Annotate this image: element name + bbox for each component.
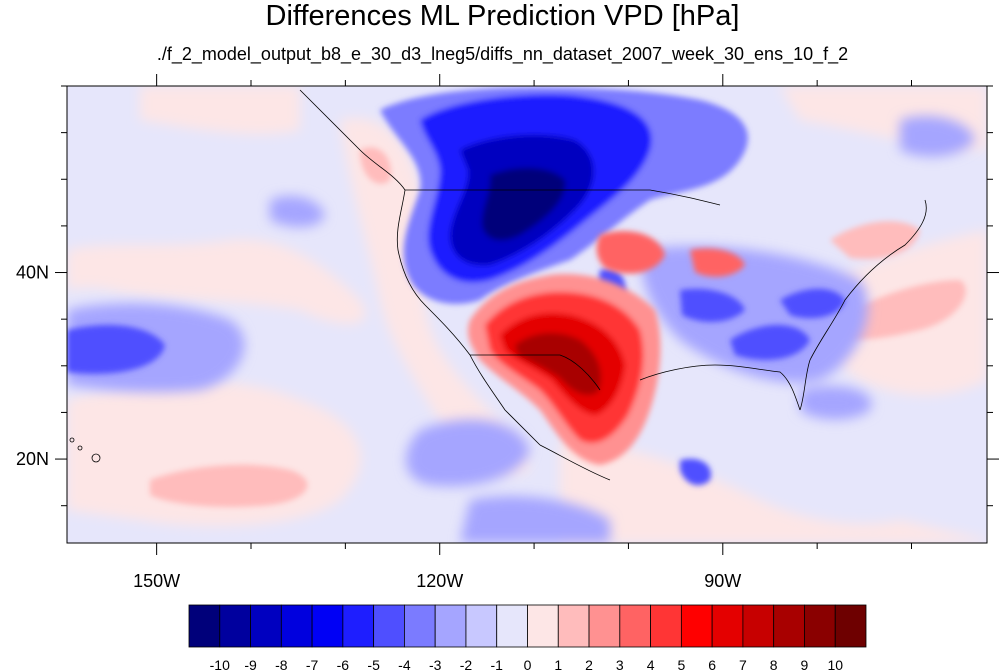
colorbar-label: 1 bbox=[554, 657, 562, 672]
colorbar-swatch bbox=[342, 604, 375, 648]
colorbar-label: -9 bbox=[244, 657, 257, 672]
colorbar-label: -4 bbox=[398, 657, 411, 672]
colorbar-swatch bbox=[404, 604, 436, 648]
colorbar-swatch bbox=[280, 604, 313, 648]
colorbar-label: -5 bbox=[367, 657, 380, 672]
colorbar-label: 0 bbox=[524, 657, 532, 672]
colorbar-swatch bbox=[834, 604, 867, 648]
colorbar-swatch bbox=[773, 604, 805, 648]
axis-labels: 150W 120W 90W 40N 20N bbox=[16, 263, 741, 591]
lat-label: 40N bbox=[16, 263, 49, 283]
colorbar-swatch bbox=[650, 604, 682, 648]
plot-frame bbox=[66, 85, 988, 544]
colorbar-label: 2 bbox=[585, 657, 593, 672]
colorbar-swatch bbox=[219, 604, 251, 648]
colorbar-label: -10 bbox=[210, 657, 230, 672]
positive-pink-regions bbox=[150, 147, 966, 507]
colorbar-label: 3 bbox=[616, 657, 624, 672]
lon-label: 120W bbox=[416, 571, 463, 591]
colorbar-swatch bbox=[804, 604, 836, 648]
colorbar-swatch bbox=[527, 604, 559, 648]
colorbar-swatch bbox=[680, 604, 713, 648]
lat-label: 20N bbox=[16, 449, 49, 469]
colorbar-label: 9 bbox=[801, 657, 809, 672]
negative-mid-regions bbox=[67, 268, 845, 486]
colorbar-label: 10 bbox=[827, 657, 843, 672]
colorbar-swatch bbox=[496, 604, 528, 648]
colorbar-label: -1 bbox=[491, 657, 504, 672]
colorbar-swatch bbox=[434, 604, 467, 648]
lon-label: 150W bbox=[133, 571, 180, 591]
colorbar-swatch bbox=[188, 604, 221, 648]
colorbar-swatch bbox=[373, 604, 405, 648]
colorbar-label: 8 bbox=[770, 657, 778, 672]
coastlines bbox=[299, 89, 927, 481]
colorbar-label: -6 bbox=[337, 657, 350, 672]
colorbar-label: 5 bbox=[677, 657, 685, 672]
colorbar-swatch bbox=[311, 604, 344, 648]
lon-label: 90W bbox=[704, 571, 741, 591]
colorbar-swatch bbox=[465, 604, 498, 648]
southwest-positive-anomaly bbox=[468, 231, 745, 465]
axis-ticks bbox=[55, 74, 999, 555]
western-negative-anomaly bbox=[380, 87, 748, 304]
colorbar-swatch bbox=[711, 604, 744, 648]
colorbar-label: 7 bbox=[739, 657, 747, 672]
difference-field bbox=[67, 86, 987, 543]
colorbar-label: -8 bbox=[275, 657, 288, 672]
colorbar-label: -3 bbox=[429, 657, 442, 672]
colorbar: -10 -9 -8 -7 -6 -5 -4 -3 -2 -1 0 1 2 3 4 5 6 7 8 9 10 bbox=[188, 604, 867, 672]
colorbar-label: 4 bbox=[647, 657, 655, 672]
hawaii-islands bbox=[69, 437, 101, 463]
map-subtitle: ./f_2_model_output_b8_e_30_d3_lneg5/diff… bbox=[156, 44, 849, 64]
colorbar-label: -7 bbox=[306, 657, 319, 672]
colorbar-swatch bbox=[742, 604, 775, 648]
colorbar-swatch bbox=[588, 604, 621, 648]
colorbar-swatch bbox=[250, 604, 282, 648]
map-title: Differences ML Prediction VPD [hPa] bbox=[265, 0, 740, 32]
colorbar-label: -2 bbox=[460, 657, 473, 672]
colorbar-swatch bbox=[619, 604, 651, 648]
colorbar-swatch bbox=[557, 604, 590, 648]
colorbar-label: 6 bbox=[708, 657, 716, 672]
